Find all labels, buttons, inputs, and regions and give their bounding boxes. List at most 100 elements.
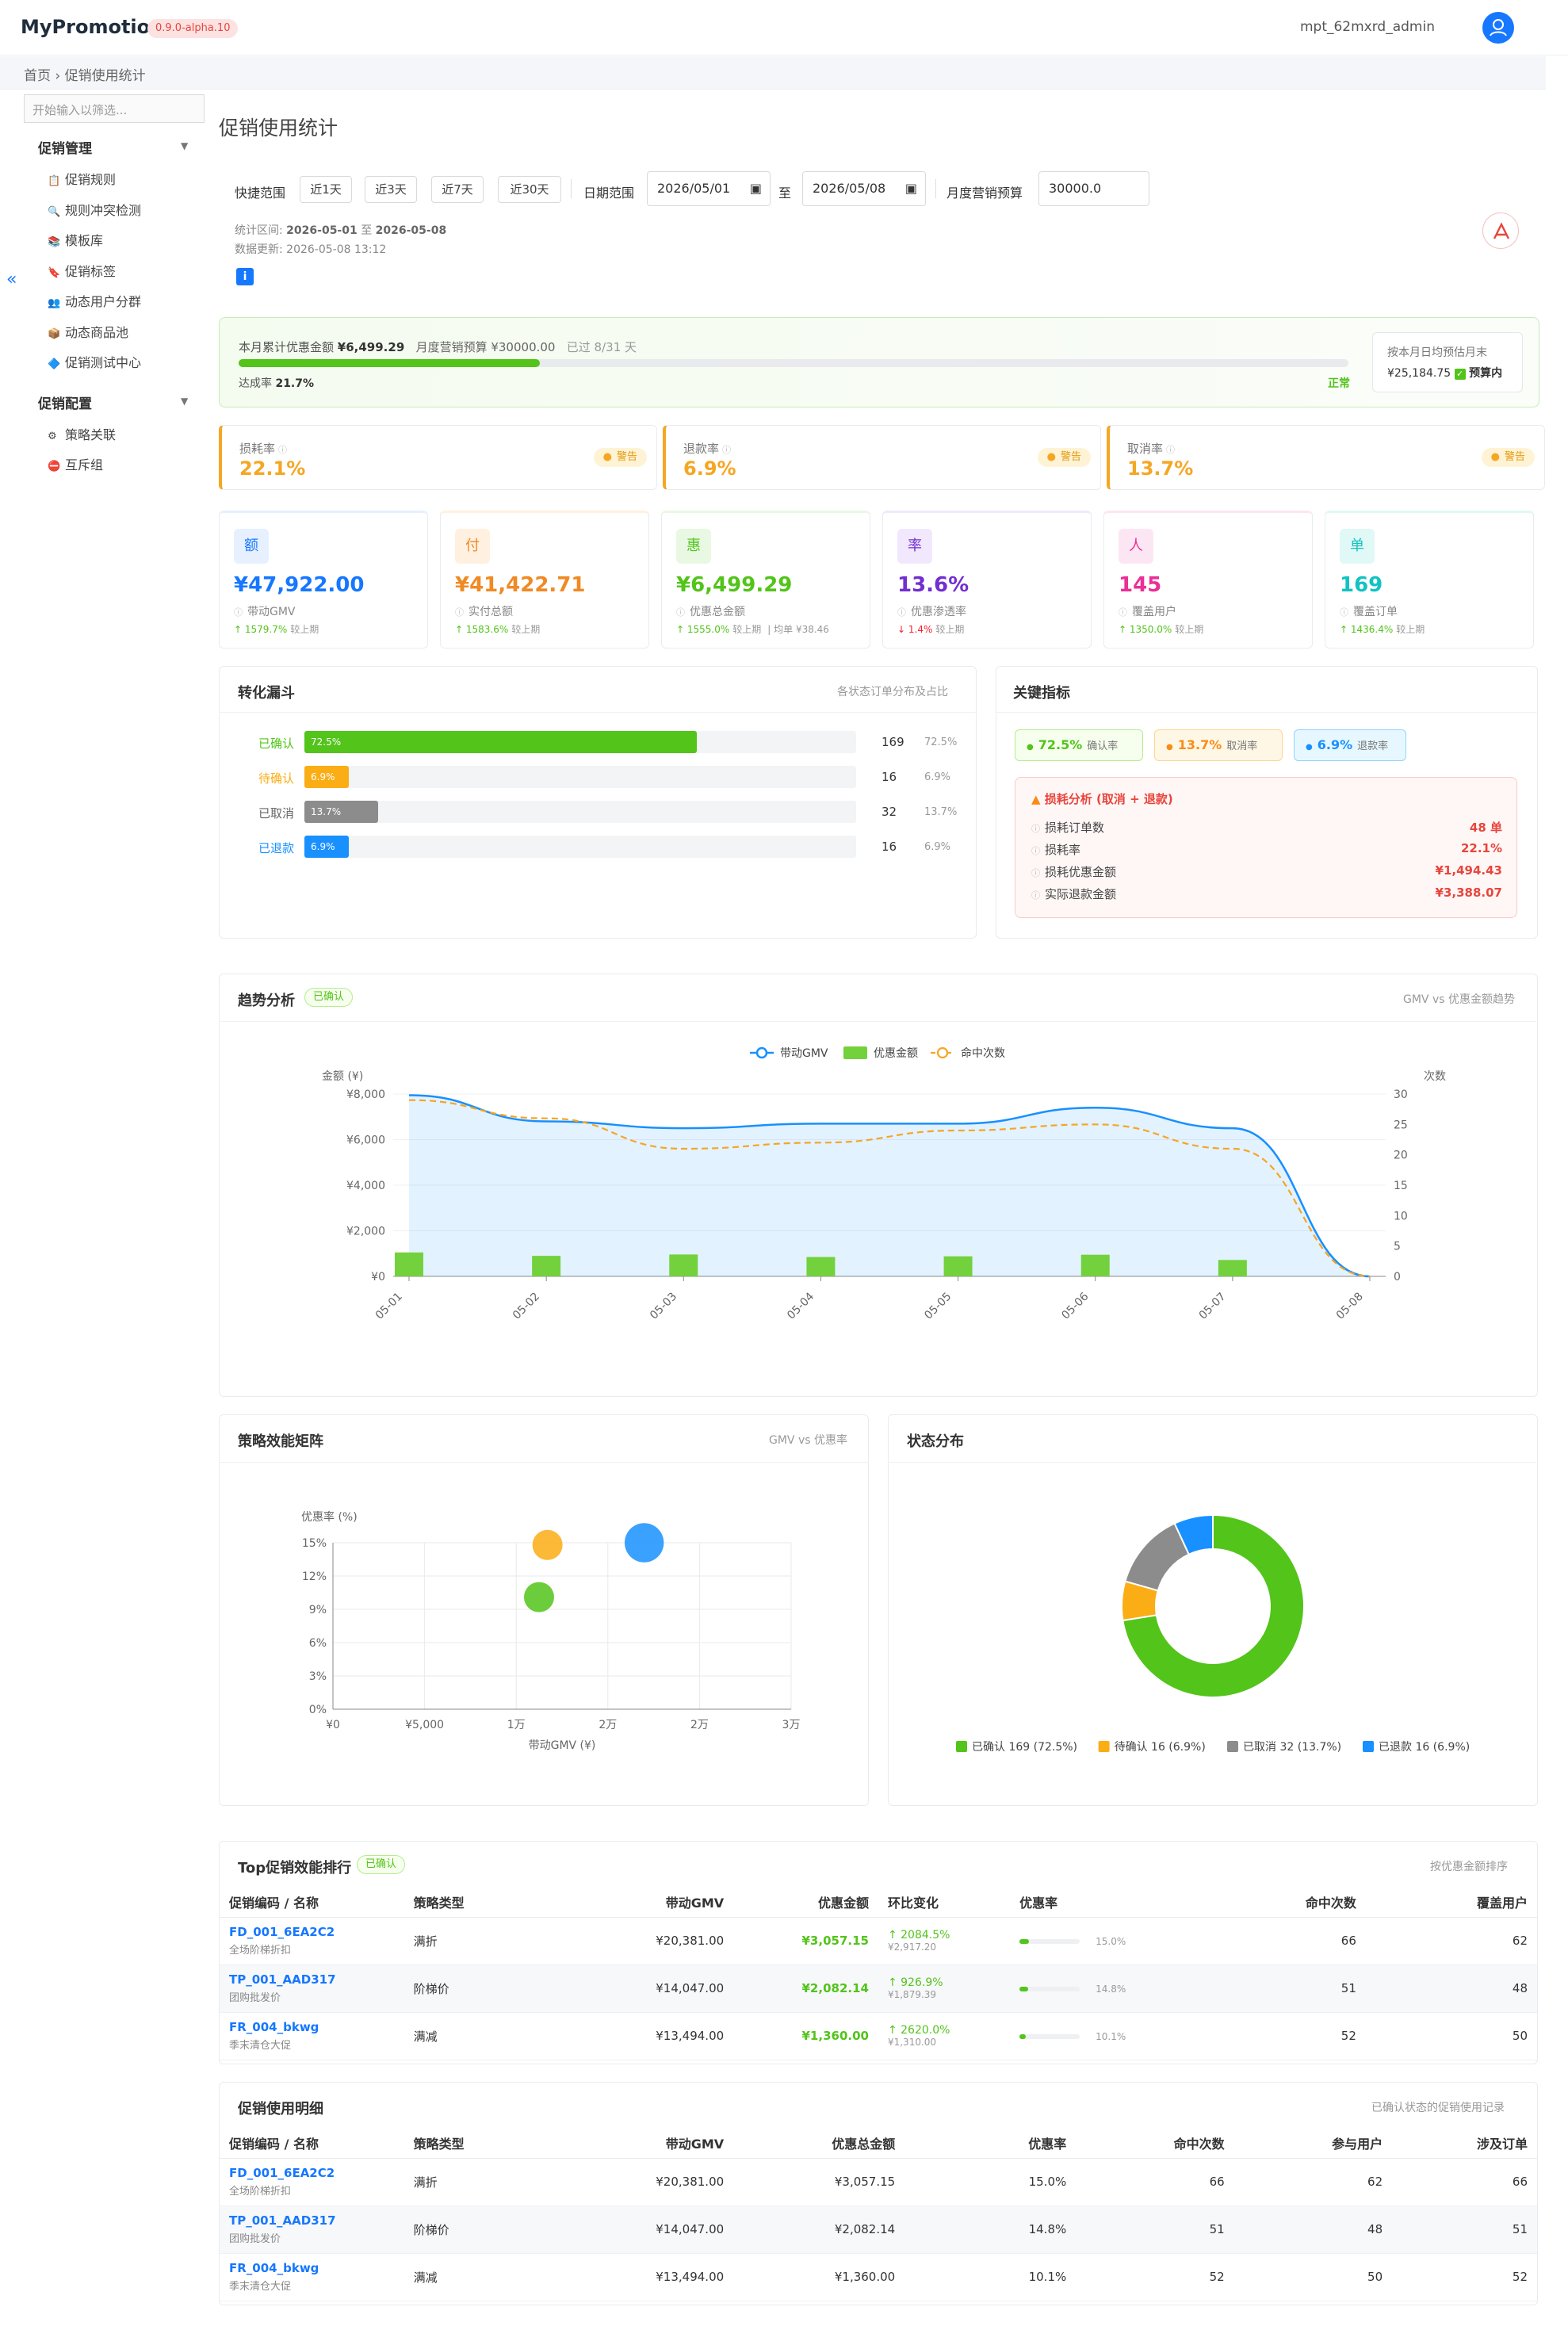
quick-1d-button[interactable]: 近1天 — [300, 176, 352, 203]
info-circle-icon: ⓘ — [1031, 846, 1040, 856]
promo-name: 季末清仓大促 — [229, 2040, 292, 2052]
sidebar-item[interactable]: 📦 动态商品池 — [48, 322, 128, 341]
hits-cell: 51 — [1194, 1964, 1366, 2013]
promo-code-link[interactable]: FD_001_6EA2C2 — [229, 2166, 335, 2180]
x-tick-label: 05-04 — [785, 1290, 817, 1322]
funnel-subtitle: 各状态订单分布及占比 — [837, 686, 948, 698]
promo-name: 全场阶梯折扣 — [229, 2186, 292, 2198]
sidebar-item[interactable]: 🔷 促销测试中心 — [48, 352, 141, 371]
sidebar-item[interactable]: ⚙ 策略关联 — [48, 424, 116, 443]
info-circle-icon: ⓘ — [1166, 445, 1176, 455]
promo-code-link[interactable]: FR_004_bkwg — [229, 2261, 319, 2275]
y-tick-label: ¥0 — [371, 1271, 385, 1284]
promo-code-link[interactable]: TP_001_AAD317 — [229, 1972, 336, 1987]
funnel-track — [304, 766, 856, 788]
username[interactable]: mpt_62mxrd_admin — [1299, 19, 1435, 35]
sidebar-item[interactable]: 👥 动态用户分群 — [48, 291, 141, 310]
table-header[interactable]: 策略类型 — [403, 1887, 563, 1918]
table-header[interactable]: 命中次数 — [1076, 2128, 1234, 2159]
info-icon[interactable]: i — [236, 268, 254, 285]
funnel-label: 已退款 — [258, 841, 295, 855]
gmv-cell: ¥14,047.00 — [562, 1964, 734, 2013]
table-row[interactable]: TP_001_AAD317 团购批发价 阶梯价 ¥14,047.00 ¥2,082.14… — [220, 2205, 1537, 2254]
sidebar-item[interactable]: 🔍 规则冲突检测 — [48, 200, 141, 219]
table-header[interactable]: 促销编码 / 名称 — [220, 2128, 404, 2159]
funnel-title: 转化漏斗 — [238, 685, 295, 702]
date-to-input[interactable]: 2026/05/08 ▣ — [802, 171, 926, 206]
budget-input[interactable]: 30000.0 — [1038, 171, 1149, 206]
y-right-tick-label: 5 — [1394, 1241, 1401, 1253]
table-header[interactable]: 覆盖用户 — [1365, 1887, 1537, 1918]
sidebar-group[interactable]: 促销管理 — [38, 141, 92, 157]
y-tick-label: ¥6,000 — [346, 1134, 385, 1147]
quick-range-label: 快捷范围 — [235, 186, 286, 201]
legend-marker — [1363, 1741, 1374, 1752]
chevron-down-icon[interactable]: ▼ — [181, 140, 189, 151]
table-row[interactable]: FR_004_bkwg 季末清仓大促 满减 ¥13,494.00 ¥1,360.00 ↑ … — [220, 2012, 1537, 2060]
kpi-icon: 惠 — [676, 529, 711, 564]
table-header[interactable]: 参与用户 — [1233, 2128, 1393, 2159]
quick-30d-button[interactable]: 近30天 — [498, 176, 561, 203]
y-tick-label: 12% — [302, 1570, 327, 1583]
sidebar-item[interactable]: 🔖 促销标签 — [48, 261, 116, 280]
table-header[interactable]: 环比变化 — [878, 1887, 1011, 1918]
warning-value: 22.1% — [239, 457, 306, 480]
sidebar-item-label: 动态用户分群 — [65, 294, 142, 309]
loss-row: ⓘ 损耗优惠金额 ¥1,494.43 — [1031, 863, 1502, 879]
table-header[interactable]: 涉及订单 — [1392, 2128, 1537, 2159]
table-header[interactable]: 优惠率 — [904, 2128, 1077, 2159]
table-header[interactable]: 优惠率 — [1010, 1887, 1195, 1918]
pdf-export-icon[interactable] — [1482, 212, 1519, 249]
kpi-value: 13.6% — [897, 573, 969, 597]
budget-panel: 本月累计优惠金额 ¥6,499.29 月度营销预算 ¥30000.00 已过 8… — [219, 317, 1539, 407]
sidebar-collapse-icon[interactable]: « — [6, 270, 17, 289]
legend-label: 已确认 169 (72.5%) — [972, 1741, 1077, 1754]
table-row[interactable]: TP_001_AAD317 团购批发价 阶梯价 ¥14,047.00 ¥2,082.14… — [220, 1964, 1537, 2013]
calendar-icon: ▣ — [749, 181, 762, 196]
table-header[interactable]: 带动GMV — [562, 1887, 734, 1918]
sidebar-item[interactable]: 📋 促销规则 — [48, 169, 116, 188]
warning-badge: ● 警告 — [1037, 448, 1091, 467]
table-row[interactable]: FD_001_6EA2C2 全场阶梯折扣 满折 ¥20,381.00 ¥3,057.15… — [220, 1917, 1537, 1965]
table-header[interactable]: 促销编码 / 名称 — [220, 1887, 404, 1918]
sidebar-item[interactable]: ⛔ 互斥组 — [48, 454, 103, 473]
sidebar-filter-input[interactable]: 开始输入以筛选... — [24, 94, 205, 123]
table-row[interactable]: FR_004_bkwg 季末清仓大促 满减 ¥13,494.00 ¥1,360.00 10… — [220, 2253, 1537, 2301]
y-right-tick-label: 10 — [1394, 1210, 1408, 1222]
table-header[interactable]: 命中次数 — [1194, 1887, 1366, 1918]
table-header[interactable]: 优惠总金额 — [733, 2128, 905, 2159]
sidebar-item-label: 动态商品池 — [65, 324, 129, 340]
dot-icon: ● — [602, 451, 612, 463]
funnel-track — [304, 801, 856, 823]
promo-code-link[interactable]: FD_001_6EA2C2 — [229, 1925, 335, 1939]
sidebar-group[interactable]: 促销配置 — [38, 396, 92, 412]
kpi-icon: 付 — [455, 529, 490, 564]
user-group-icon: 👥 — [48, 297, 61, 309]
kpi-label: ⓘ 覆盖用户 — [1119, 606, 1176, 618]
promo-code-link[interactable]: FR_004_bkwg — [229, 2020, 319, 2034]
status-card — [888, 1414, 1538, 1806]
x-tick-label: 05-06 — [1059, 1290, 1091, 1322]
quick-7d-button[interactable]: 近7天 — [431, 176, 484, 203]
table-header[interactable]: 带动GMV — [562, 2128, 734, 2159]
users-cell: 50 — [1365, 2012, 1537, 2060]
breadcrumb[interactable]: 首页 › 促销使用统计 — [24, 68, 146, 84]
y-right-tick-label: 25 — [1394, 1119, 1408, 1131]
y-tick-label: 0% — [309, 1704, 327, 1716]
quick-3d-button[interactable]: 近3天 — [365, 176, 417, 203]
chevron-down-icon[interactable]: ▼ — [181, 395, 189, 407]
kpi-card: 惠 ¥6,499.29 ⓘ 优惠总金额 ↑ 1555.0% 较上期 | 均单 ¥38.46 — [661, 511, 870, 648]
table-header[interactable]: 策略类型 — [403, 2128, 563, 2159]
date-from-input[interactable]: 2026/05/01 ▣ — [647, 171, 771, 206]
brand-logo[interactable]: MyPromotion — [21, 16, 164, 38]
table-row[interactable]: FD_001_6EA2C2 全场阶梯折扣 满折 ¥20,381.00 ¥3,057.15… — [220, 2158, 1537, 2206]
discount-bar — [532, 1256, 561, 1276]
info-circle-icon: ⓘ — [278, 445, 288, 455]
budget-status: 正常 — [1328, 377, 1350, 390]
sidebar-item[interactable]: 📚 模板库 — [48, 230, 103, 249]
user-avatar-icon[interactable] — [1482, 12, 1514, 44]
table-header[interactable]: 优惠金额 — [733, 1887, 878, 1918]
loss-row: ⓘ 实际退款金额 ¥3,388.07 — [1031, 886, 1502, 901]
promo-code-link[interactable]: TP_001_AAD317 — [229, 2213, 336, 2228]
users-cell: 48 — [1365, 1964, 1537, 2013]
